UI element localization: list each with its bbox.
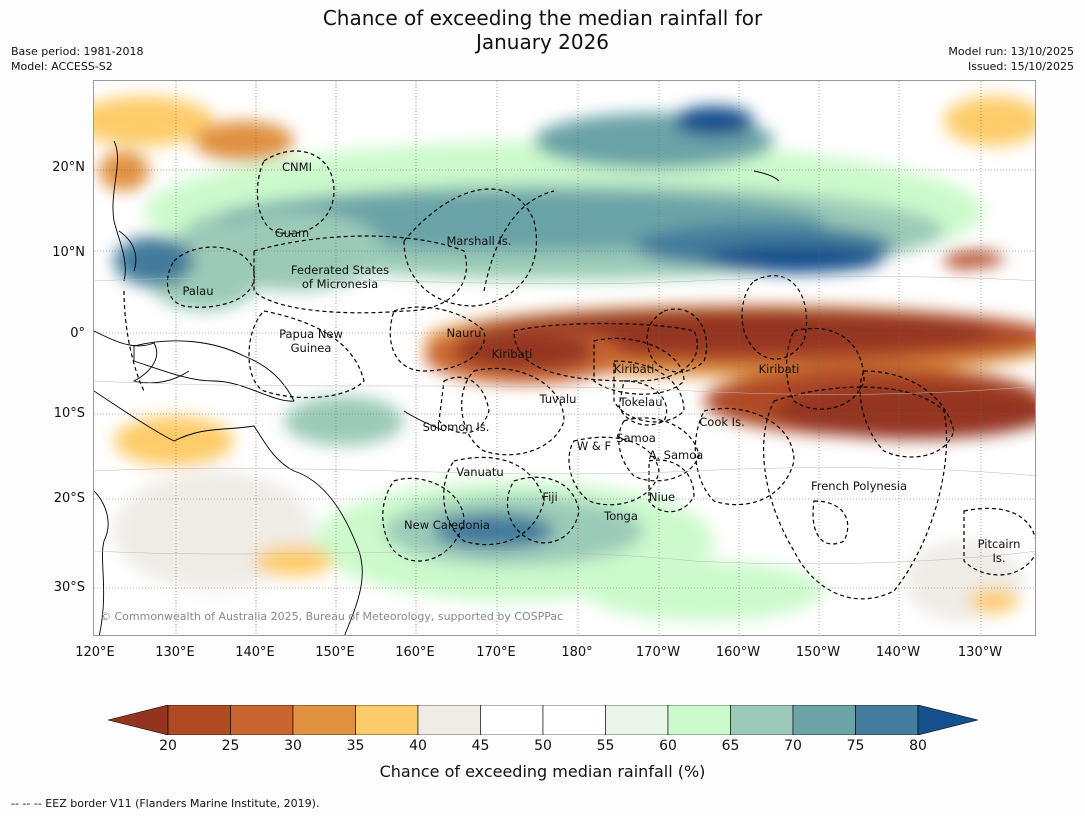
lon-label-180: 180° (561, 645, 593, 660)
colorbar-tick-35: 35 (346, 738, 365, 754)
colorbar-cell-45-50 (480, 705, 544, 735)
contour-lines (94, 276, 1035, 565)
label-pitcairn-line-1: Pitcairn (977, 537, 1021, 551)
lat-label-20s: 20°S (53, 491, 85, 506)
meta-right: Model run: 13/10/2025 Issued: 15/10/2025 (948, 44, 1074, 74)
colorbar-tick-25: 25 (221, 738, 240, 754)
colorbar-cell-75-80 (855, 705, 919, 735)
colorbar-tick-60: 60 (659, 738, 677, 754)
lon-label-160e: 160°E (395, 645, 435, 660)
colorbar-tick-70: 70 (784, 738, 802, 754)
label-fsm-line-2: of Micronesia (301, 277, 379, 291)
colorbar-label: Chance of exceeding median rainfall (%) (379, 762, 706, 781)
coastlines (94, 140, 780, 635)
lat-label-10s: 10°S (53, 406, 85, 421)
base-period: Base period: 1981-2018 (11, 45, 144, 58)
colorbar-tick-40: 40 (409, 738, 427, 754)
colorbar-tick-30: 30 (284, 738, 302, 754)
colorbar-tick-45: 45 (471, 738, 490, 754)
colorbar-cell-55-60 (605, 705, 669, 735)
model-name: Model: ACCESS-S2 (11, 60, 113, 73)
map-canvas (94, 81, 1035, 635)
label-png-line-1: Papua New (279, 327, 343, 341)
colorbar-cell-70-75 (792, 705, 856, 735)
label-pitcairn-islands: Pitcairn Is. (978, 537, 1021, 565)
lat-label-0: 0° (70, 326, 85, 341)
rainfall-map[interactable]: CNMI Guam Marshall Is. Federated States … (93, 80, 1036, 636)
colorbar-tick-55: 55 (596, 738, 615, 754)
label-tonga: Tonga (604, 509, 638, 523)
lon-label-140e: 140°E (235, 645, 275, 660)
label-png-line-2: Guinea (290, 341, 332, 355)
colorbar-cell-65-70 (730, 705, 794, 735)
label-kiribati-central: Kiribati (613, 362, 655, 376)
colorbar-cell-60-65 (667, 705, 731, 735)
lat-label-10n: 10°N (52, 245, 85, 260)
label-fsm: Federated States of Micronesia (291, 263, 389, 291)
label-palau: Palau (182, 284, 214, 298)
colorbar-cell-50-55 (542, 705, 606, 735)
colorbar-cell-40-45 (417, 705, 481, 735)
lat-label-30s: 30°S (53, 580, 85, 595)
label-niue: Niue (648, 490, 676, 504)
lon-label-170w: 170°W (635, 645, 681, 660)
graticule (94, 81, 1035, 635)
label-wallis-futuna: W & F (576, 439, 612, 453)
colorbar-cell-20-25 (167, 705, 231, 735)
lon-label-150w: 150°W (795, 645, 841, 660)
title-line-2: January 2026 (475, 30, 610, 54)
lon-label-160w: 160°W (715, 645, 761, 660)
label-kiribati-west: Kiribati (491, 347, 533, 361)
probability-field (94, 96, 1035, 621)
label-kiribati-east: Kiribati (758, 362, 800, 376)
lon-label-140w: 140°W (875, 645, 921, 660)
colorbar-cells (108, 705, 978, 735)
label-fsm-line-1: Federated States (290, 263, 390, 277)
label-cook-islands: Cook Is. (699, 415, 745, 429)
label-marshall-islands: Marshall Is. (446, 234, 512, 248)
colorbar-tick-50: 50 (534, 738, 552, 754)
label-samoa: Samoa (616, 431, 656, 445)
issued-date: Issued: 15/10/2025 (967, 60, 1074, 73)
map-title: Chance of exceeding the median rainfall … (0, 6, 1085, 54)
colorbar-tick-20: 20 (159, 738, 177, 754)
label-french-polynesia: French Polynesia (810, 479, 908, 493)
colorbar-tick-75: 75 (846, 738, 865, 754)
lon-label-150e: 150°E (315, 645, 355, 660)
colorbar (108, 705, 978, 735)
lon-label-130e: 130°E (155, 645, 195, 660)
lon-label-170e: 170°E (476, 645, 516, 660)
colorbar-tick-80: 80 (909, 738, 927, 754)
lon-label-120e: 120°E (75, 645, 115, 660)
model-run: Model run: 13/10/2025 (948, 45, 1074, 58)
label-vanuatu: Vanuatu (456, 465, 504, 479)
lon-label-130w: 130°W (957, 645, 1003, 660)
label-nauru: Nauru (446, 326, 482, 340)
colorbar-cell-35-40 (355, 705, 419, 735)
eez-borders (123, 150, 1035, 600)
colorbar-cell-25-30 (230, 705, 294, 735)
meta-left: Base period: 1981-2018 Model: ACCESS-S2 (11, 44, 143, 74)
label-cnmi: CNMI (282, 160, 312, 174)
title-line-1: Chance of exceeding the median rainfall … (322, 6, 763, 30)
copyright-notice: © Commonwealth of Australia 2025, Bureau… (100, 610, 564, 623)
label-guam: Guam (274, 226, 310, 240)
label-american-samoa: A. Samoa (648, 448, 704, 462)
label-tuvalu: Tuvalu (539, 392, 577, 406)
label-tokelau: Tokelau (619, 395, 663, 409)
label-solomon-islands: Solomon Is. (422, 420, 490, 434)
lat-label-20n: 20°N (52, 160, 85, 175)
label-papua-new-guinea: Papua New Guinea (279, 327, 343, 355)
colorbar-cell-30-35 (292, 705, 356, 735)
label-fiji: Fiji (542, 490, 558, 504)
eez-footer-note: -- -- -- EEZ border V11 (Flanders Marine… (11, 797, 320, 810)
colorbar-tick-65: 65 (721, 738, 740, 754)
label-pitcairn-line-2: Is. (992, 551, 1006, 565)
colorbar-extend-high (917, 705, 978, 735)
colorbar-extend-low (108, 705, 169, 735)
label-new-caledonia: New Caledonia (404, 518, 490, 532)
